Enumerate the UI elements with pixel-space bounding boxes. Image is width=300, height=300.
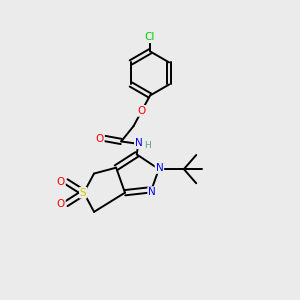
Text: N: N (148, 187, 156, 197)
Text: O: O (95, 134, 104, 143)
Text: N: N (155, 163, 163, 173)
Text: Cl: Cl (145, 32, 155, 42)
Text: O: O (57, 199, 65, 209)
Text: N: N (135, 138, 143, 148)
Text: O: O (138, 106, 146, 116)
Text: O: O (57, 176, 65, 187)
Text: S: S (80, 188, 86, 198)
Text: H: H (144, 141, 151, 150)
